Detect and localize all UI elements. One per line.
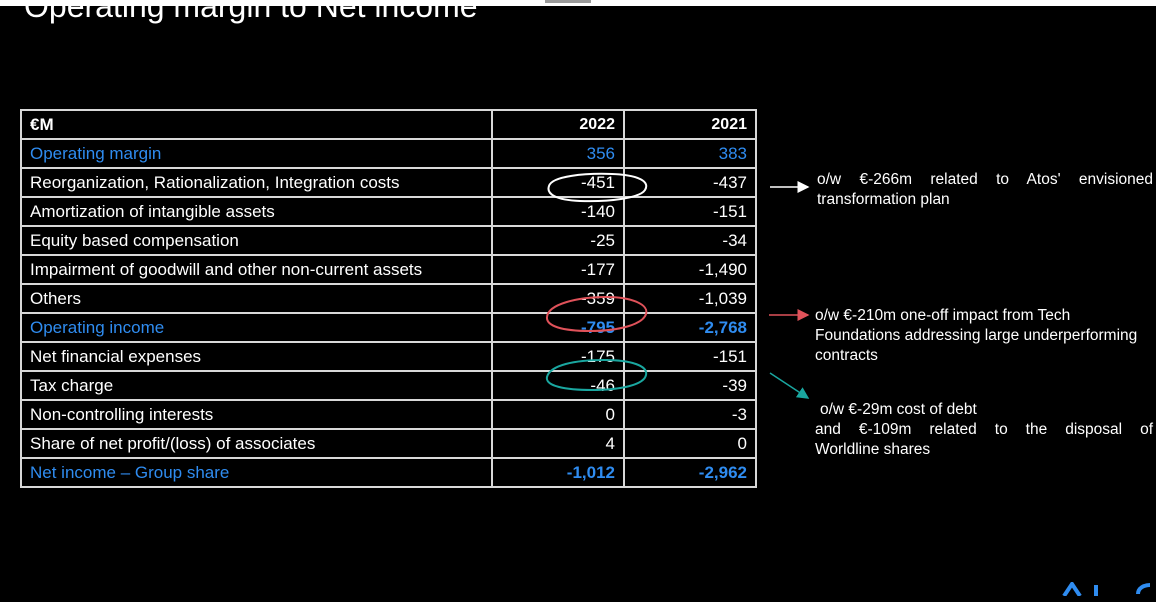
row-label: Non-controlling interests bbox=[20, 399, 493, 430]
value-2021: 0 bbox=[623, 428, 757, 459]
row-label: Operating income bbox=[20, 312, 493, 343]
row-label: Net income – Group share bbox=[20, 457, 493, 488]
header-unit: €M bbox=[20, 109, 493, 140]
value-2021: -1,490 bbox=[623, 254, 757, 285]
row-operating-margin: Operating margin 356 383 bbox=[20, 138, 757, 169]
row-label: Impairment of goodwill and other non-cur… bbox=[20, 254, 493, 285]
row-reorganization-costs: Reorganization, Rationalization, Integra… bbox=[20, 167, 757, 198]
value-2021: -2,962 bbox=[623, 457, 757, 488]
annotation-financial-line3: Worldline shares bbox=[815, 441, 931, 458]
row-net-income-group-share: Net income – Group share -1,012 -2,962 bbox=[20, 457, 757, 488]
row-label: Reorganization, Rationalization, Integra… bbox=[20, 167, 493, 198]
row-label: Operating margin bbox=[20, 138, 493, 169]
arrow-financial bbox=[769, 372, 810, 399]
brand-logo-partial bbox=[1058, 572, 1156, 602]
row-label: Tax charge bbox=[20, 370, 493, 401]
row-equity-compensation: Equity based compensation -25 -34 bbox=[20, 225, 757, 256]
circle-financial-2022 bbox=[545, 358, 648, 392]
slide-title: Operating margin to Net income bbox=[24, 0, 478, 24]
top-bar bbox=[0, 0, 1156, 6]
row-label: Share of net profit/(loss) of associates bbox=[20, 428, 493, 459]
value-2022: 356 bbox=[491, 138, 625, 169]
financial-table: €M 2022 2021 Operating margin 356 383 Re… bbox=[20, 109, 757, 488]
row-label: Others bbox=[20, 283, 493, 314]
circle-others-2022 bbox=[546, 295, 648, 333]
value-2021: -34 bbox=[623, 225, 757, 256]
annotation-financial-line2: and €-109m related to the disposal of bbox=[815, 421, 1153, 438]
row-net-financial-expenses: Net financial expenses -175 -151 bbox=[20, 341, 757, 372]
row-label: Equity based compensation bbox=[20, 225, 493, 256]
value-2021: -151 bbox=[623, 196, 757, 227]
row-non-controlling-interests: Non-controlling interests 0 -3 bbox=[20, 399, 757, 430]
value-2021: -3 bbox=[623, 399, 757, 430]
annotation-financial-line1: o/w €-29m cost of debt bbox=[820, 401, 977, 418]
value-2022: -451 bbox=[491, 167, 625, 198]
row-label: Amortization of intangible assets bbox=[20, 196, 493, 227]
logo-mark-icon bbox=[1062, 580, 1151, 598]
row-label: Net financial expenses bbox=[20, 341, 493, 372]
header-2021: 2021 bbox=[623, 109, 757, 140]
header-2022: 2022 bbox=[491, 109, 625, 140]
value-2022: -1,012 bbox=[491, 457, 625, 488]
annotation-others: o/w €-210m one-off impact from Tech Foun… bbox=[815, 307, 1138, 364]
annotation-reorganization: o/w €-266m related to Atos' envisioned t… bbox=[817, 171, 1153, 208]
value-2022: -25 bbox=[491, 225, 625, 256]
circle-reorganization-2022 bbox=[547, 172, 648, 203]
value-2021: 383 bbox=[623, 138, 757, 169]
value-2021: -39 bbox=[623, 370, 757, 401]
value-2022: -177 bbox=[491, 254, 625, 285]
row-share-of-associates: Share of net profit/(loss) of associates… bbox=[20, 428, 757, 459]
value-2021: -151 bbox=[623, 341, 757, 372]
row-amortization: Amortization of intangible assets -140 -… bbox=[20, 196, 757, 227]
value-2022: -359 bbox=[491, 283, 625, 314]
row-others: Others -359 -1,039 bbox=[20, 283, 757, 314]
annotation-overlay bbox=[545, 172, 810, 399]
value-2022: 4 bbox=[491, 428, 625, 459]
value-2022: 0 bbox=[491, 399, 625, 430]
top-bar-tab bbox=[545, 0, 591, 3]
annotation-financial: o/w €-29m cost of debt and €-109m relate… bbox=[815, 400, 1153, 460]
table-header-row: €M 2022 2021 bbox=[20, 109, 757, 140]
row-impairment: Impairment of goodwill and other non-cur… bbox=[20, 254, 757, 285]
